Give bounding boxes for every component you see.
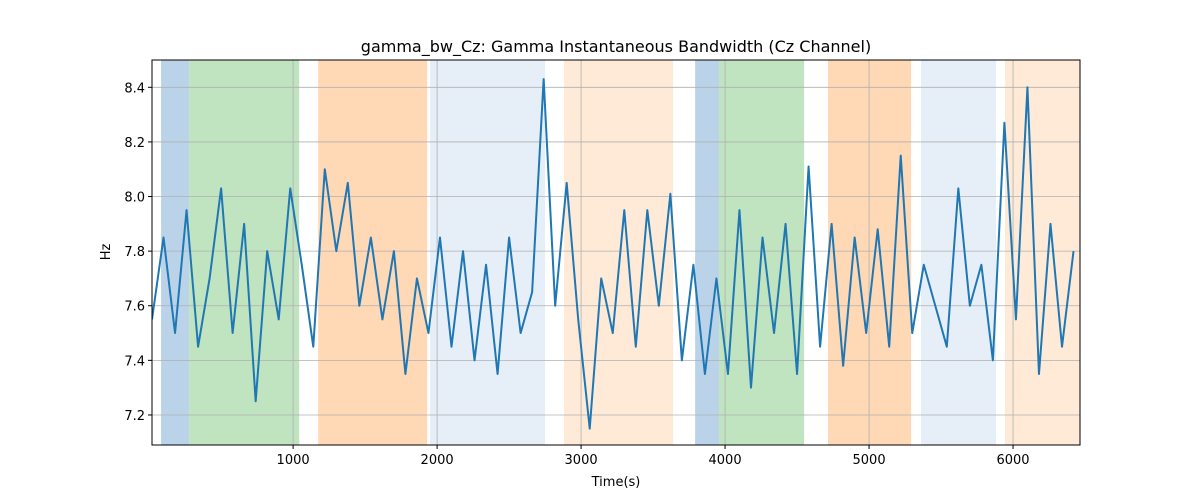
data-line: [152, 78, 1075, 430]
y-tick-label: 7.2: [124, 409, 145, 424]
x-tick-label: 4000: [709, 453, 742, 468]
x-tick-label: 1000: [277, 453, 310, 468]
y-tick-label: 8.0: [124, 191, 145, 206]
x-axis-label: Time(s): [591, 475, 641, 490]
plot-frame: [151, 59, 1081, 446]
shaded-span: [695, 60, 720, 445]
y-tick-label: 8.2: [124, 136, 145, 151]
shaded-span: [1004, 60, 1080, 445]
shaded-span: [921, 60, 997, 445]
x-tick-label: 2000: [421, 453, 454, 468]
y-tick-label: 8.4: [124, 81, 145, 96]
x-tick-label: 5000: [853, 453, 886, 468]
chart-title: gamma_bw_Cz: Gamma Instantaneous Bandwid…: [361, 37, 871, 57]
shaded-span: [564, 60, 674, 445]
y-tick-label: 7.8: [124, 245, 145, 260]
x-tick-label: 6000: [996, 453, 1029, 468]
shaded-span: [430, 60, 546, 445]
y-tick-label: 7.6: [124, 300, 145, 315]
shaded-span: [189, 60, 300, 445]
shaded-span: [828, 60, 912, 445]
x-tick-label: 3000: [565, 453, 598, 468]
y-axis-label: Hz: [99, 244, 114, 261]
y-tick-label: 7.4: [124, 354, 145, 369]
